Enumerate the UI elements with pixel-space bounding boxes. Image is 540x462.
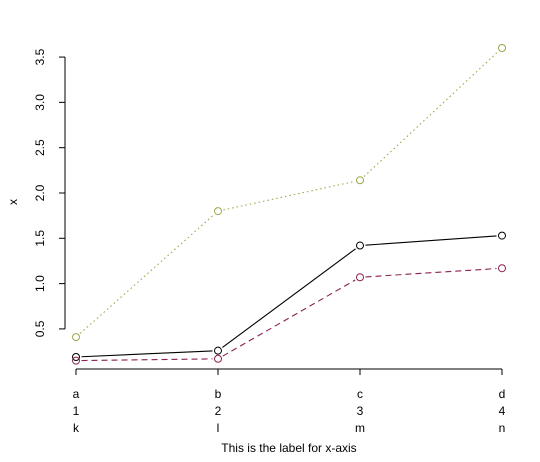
- data-point: [498, 231, 506, 240]
- series-line-segment: [222, 279, 356, 357]
- data-point: [356, 273, 364, 282]
- series-line-segment: [81, 358, 213, 362]
- x-tick-label: 3: [357, 404, 364, 418]
- series-line-segment: [222, 248, 356, 348]
- y-axis-label: x: [6, 199, 20, 205]
- y-tick-label: 1.5: [33, 230, 47, 247]
- y-tick-label: 2.5: [33, 139, 47, 156]
- data-point: [356, 241, 364, 250]
- series-line-segment: [79, 214, 215, 334]
- x-tick-label: c: [357, 387, 363, 401]
- data-point: [72, 353, 80, 361]
- series-line-segment: [363, 51, 499, 177]
- y-axis: 0.5 1.0 1.5 2.0 2.5 3.0 3.5: [33, 48, 66, 337]
- data-point: [72, 356, 80, 365]
- series-layer: [72, 44, 506, 365]
- y-tick-label: 0.5: [33, 320, 47, 337]
- y-tick-label: 3.5: [33, 48, 47, 65]
- x-tick-label: k: [73, 421, 80, 435]
- x-tick-label: 2: [215, 404, 222, 418]
- y-tick-label: 3.0: [33, 94, 47, 111]
- y-tick-label: 2.0: [33, 184, 47, 201]
- series-2: [72, 264, 506, 365]
- x-tick-label: m: [355, 421, 365, 435]
- data-point: [356, 176, 364, 185]
- x-tick-label: n: [499, 421, 506, 435]
- x-axis: a 1 k b 2 l c 3 m d 4 n: [73, 368, 506, 435]
- x-tick-label: l: [217, 421, 220, 435]
- data-point: [498, 264, 506, 273]
- data-point: [498, 44, 506, 52]
- series-line-segment: [365, 267, 497, 278]
- data-point: [72, 333, 80, 342]
- x-tick-label: 1: [73, 404, 80, 418]
- data-point: [214, 346, 222, 355]
- data-point: [214, 207, 222, 216]
- x-tick-label: a: [73, 387, 80, 401]
- x-tick-label: 4: [499, 404, 506, 418]
- x-axis-label: This is the label for x-axis: [221, 441, 356, 455]
- series-line-segment: [223, 180, 355, 211]
- x-tick-label: b: [215, 387, 222, 401]
- y-tick-label: 1.0: [33, 275, 47, 292]
- x-tick-label: d: [499, 387, 506, 401]
- series-1: [72, 231, 506, 361]
- series-line-segment: [81, 350, 213, 358]
- data-point: [214, 354, 222, 363]
- series-3: [72, 44, 506, 342]
- series-line-segment: [365, 235, 497, 246]
